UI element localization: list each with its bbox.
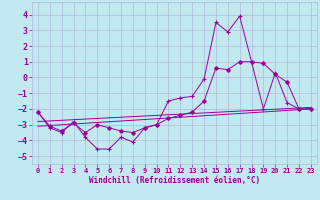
X-axis label: Windchill (Refroidissement éolien,°C): Windchill (Refroidissement éolien,°C) [89, 176, 260, 185]
